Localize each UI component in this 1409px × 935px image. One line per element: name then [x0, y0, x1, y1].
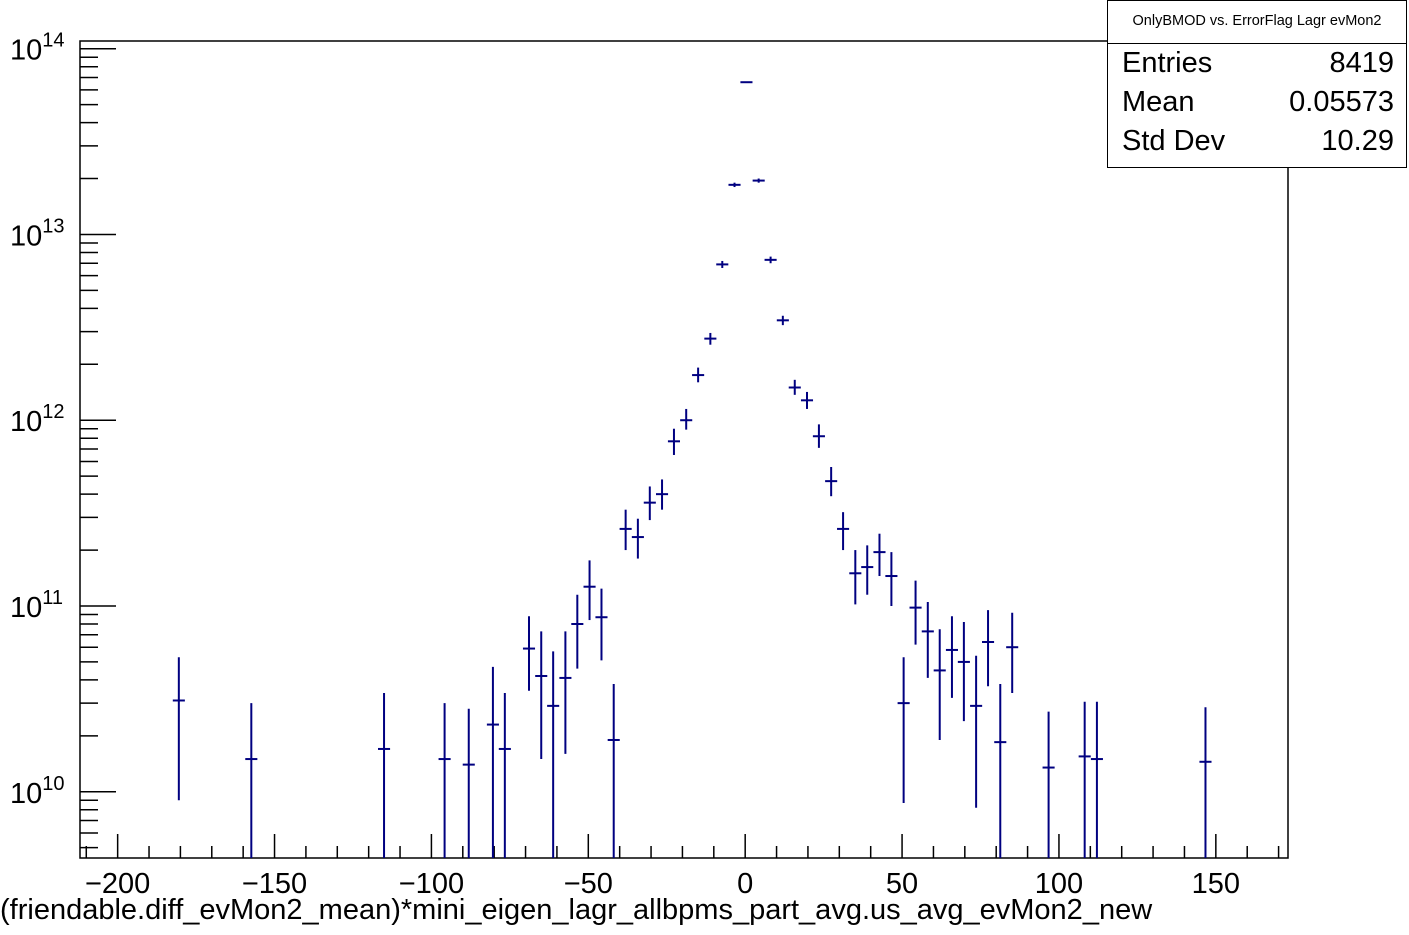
data-point — [377, 693, 391, 858]
data-point — [655, 479, 669, 510]
data-point — [957, 622, 970, 722]
data-point — [643, 486, 656, 521]
y-tick-label: 1012 — [10, 401, 65, 438]
data-point — [861, 545, 874, 595]
data-point — [583, 560, 596, 621]
y-tick-labels: 1010 1011 1012 1013 1014 — [10, 30, 65, 810]
data-point — [752, 178, 765, 183]
y-tick-label: 1013 — [10, 215, 65, 252]
data-point — [571, 594, 584, 669]
stats-box: OnlyBMOD vs. ErrorFlag Lagr evMon2 Entri… — [1107, 0, 1407, 168]
stats-title: OnlyBMOD vs. ErrorFlag Lagr evMon2 — [1108, 1, 1406, 44]
data-point — [245, 703, 258, 858]
x-tick-label: −150 — [242, 868, 307, 900]
data-point — [837, 512, 850, 551]
data-point — [692, 367, 705, 383]
data-point — [764, 256, 777, 264]
x-tick-label: 150 — [1192, 868, 1240, 900]
data-point — [619, 509, 632, 551]
data-point — [522, 616, 536, 691]
data-point — [595, 588, 608, 661]
data-point — [728, 182, 741, 188]
data-point — [172, 657, 185, 801]
data-point — [981, 610, 995, 687]
entries-label: Entries — [1122, 47, 1213, 79]
data-point — [1199, 707, 1212, 858]
data-point — [498, 693, 511, 858]
stddev-value: 10.29 — [1321, 125, 1394, 157]
x-tick-label: −100 — [399, 868, 464, 900]
data-point — [667, 428, 680, 455]
data-point — [921, 602, 934, 678]
x-tick-label: 100 — [1035, 868, 1083, 900]
data-point — [631, 518, 644, 559]
data-point — [1078, 701, 1091, 858]
x-tick-label: 50 — [886, 868, 918, 900]
data-points — [172, 81, 1212, 858]
data-point — [873, 533, 886, 577]
data-point — [1090, 701, 1103, 858]
y-tick-label: 1011 — [10, 587, 63, 624]
stats-stddev-row: Std Dev 10.29 — [1108, 122, 1406, 161]
data-point — [849, 550, 862, 605]
x-tick-label: −200 — [85, 868, 150, 900]
x-tick-label: −50 — [564, 868, 613, 900]
entries-value: 8419 — [1329, 47, 1394, 79]
x-tick-label: 0 — [737, 868, 753, 900]
data-point — [680, 408, 693, 430]
data-point — [945, 616, 958, 698]
stddev-label: Std Dev — [1122, 125, 1226, 157]
data-point — [559, 631, 572, 754]
data-point — [970, 655, 983, 808]
y-tick-label: 1010 — [10, 773, 65, 810]
data-point — [897, 657, 910, 804]
data-point — [788, 379, 801, 395]
y-tick-label: 1014 — [10, 30, 65, 67]
data-point — [1042, 711, 1055, 858]
data-point — [825, 467, 838, 497]
mean-label: Mean — [1122, 86, 1195, 118]
x-tick-labels: −200 −150 −100 −50 0 50 100 150 — [85, 868, 1240, 900]
data-point — [909, 580, 922, 645]
data-point — [486, 666, 499, 858]
data-point — [535, 631, 548, 760]
data-point — [547, 651, 560, 858]
x-axis-label: (friendable.diff_evMon2_mean)*mini_eigen… — [0, 894, 1153, 926]
mean-value: 0.05573 — [1289, 86, 1394, 118]
data-point — [800, 391, 814, 409]
data-point — [704, 332, 717, 345]
data-point — [994, 684, 1007, 858]
data-point — [607, 684, 620, 858]
data-point — [885, 552, 898, 606]
data-point — [462, 708, 475, 858]
data-point — [438, 703, 451, 858]
axis-ticks — [80, 47, 1280, 858]
stats-entries-row: Entries 8419 — [1108, 44, 1406, 83]
data-point — [933, 629, 946, 740]
data-point — [776, 315, 789, 326]
data-point — [740, 81, 753, 84]
data-point — [1006, 612, 1019, 694]
data-point — [812, 424, 825, 448]
stats-mean-row: Mean 0.05573 — [1108, 83, 1406, 122]
data-point — [716, 260, 729, 268]
